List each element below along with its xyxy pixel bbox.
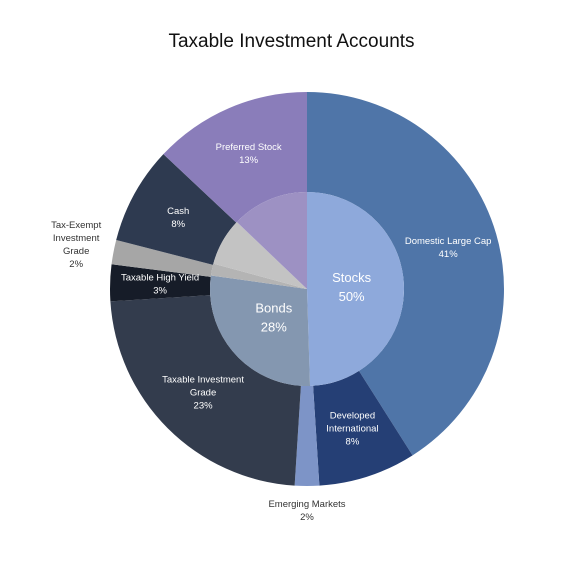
- inner-slice-segment-4: [213, 222, 307, 289]
- inner-label-bonds: Bonds 28%: [255, 301, 292, 335]
- outer-slice-tax-exempt-investment-grade: [111, 240, 214, 277]
- inner-slice-segment-5: [236, 192, 307, 289]
- inner-ring: [209, 192, 405, 387]
- outer-label-emerging-markets: Emerging Markets 2%: [268, 499, 345, 523]
- outer-slice-taxable-high-yield: [110, 264, 211, 302]
- outer-label-preferred-stock: Preferred Stock 13%: [216, 142, 282, 166]
- inner-label-stocks: Stocks 50%: [332, 270, 372, 304]
- outer-slice-emerging-markets: [294, 385, 320, 486]
- outer-slice-taxable-investment-grade: [110, 295, 301, 486]
- outer-slice-cash: [116, 154, 237, 265]
- outer-label-taxable-high-yield: Taxable High Yield 3%: [121, 272, 199, 296]
- outer-ring: [110, 92, 505, 486]
- outer-label-tax-exempt-investment-grade: Tax-Exempt Investment Grade 2%: [51, 220, 102, 270]
- inner-slice-bonds: [209, 275, 311, 387]
- inner-slice-segment-3: [210, 263, 307, 289]
- outer-label-domestic-large-cap: Domestic Large Cap 41%: [405, 236, 492, 260]
- outer-label-taxable-investment-grade: Taxable Investment Grade 23%: [162, 374, 244, 411]
- data-labels: Stocks 50% Bonds 28% Domestic Large Cap 41% De…: [51, 142, 491, 523]
- outer-label-developed-international: Developed International 8%: [326, 410, 378, 447]
- outer-label-cash: Cash 8%: [167, 206, 189, 230]
- inner-slice-stocks: [307, 192, 405, 386]
- chart-title: Taxable Investment Accounts: [168, 31, 415, 52]
- outer-slice-preferred-stock: [163, 92, 307, 223]
- outer-slice-developed-international: [313, 370, 413, 486]
- outer-slice-domestic-large-cap: [307, 92, 505, 456]
